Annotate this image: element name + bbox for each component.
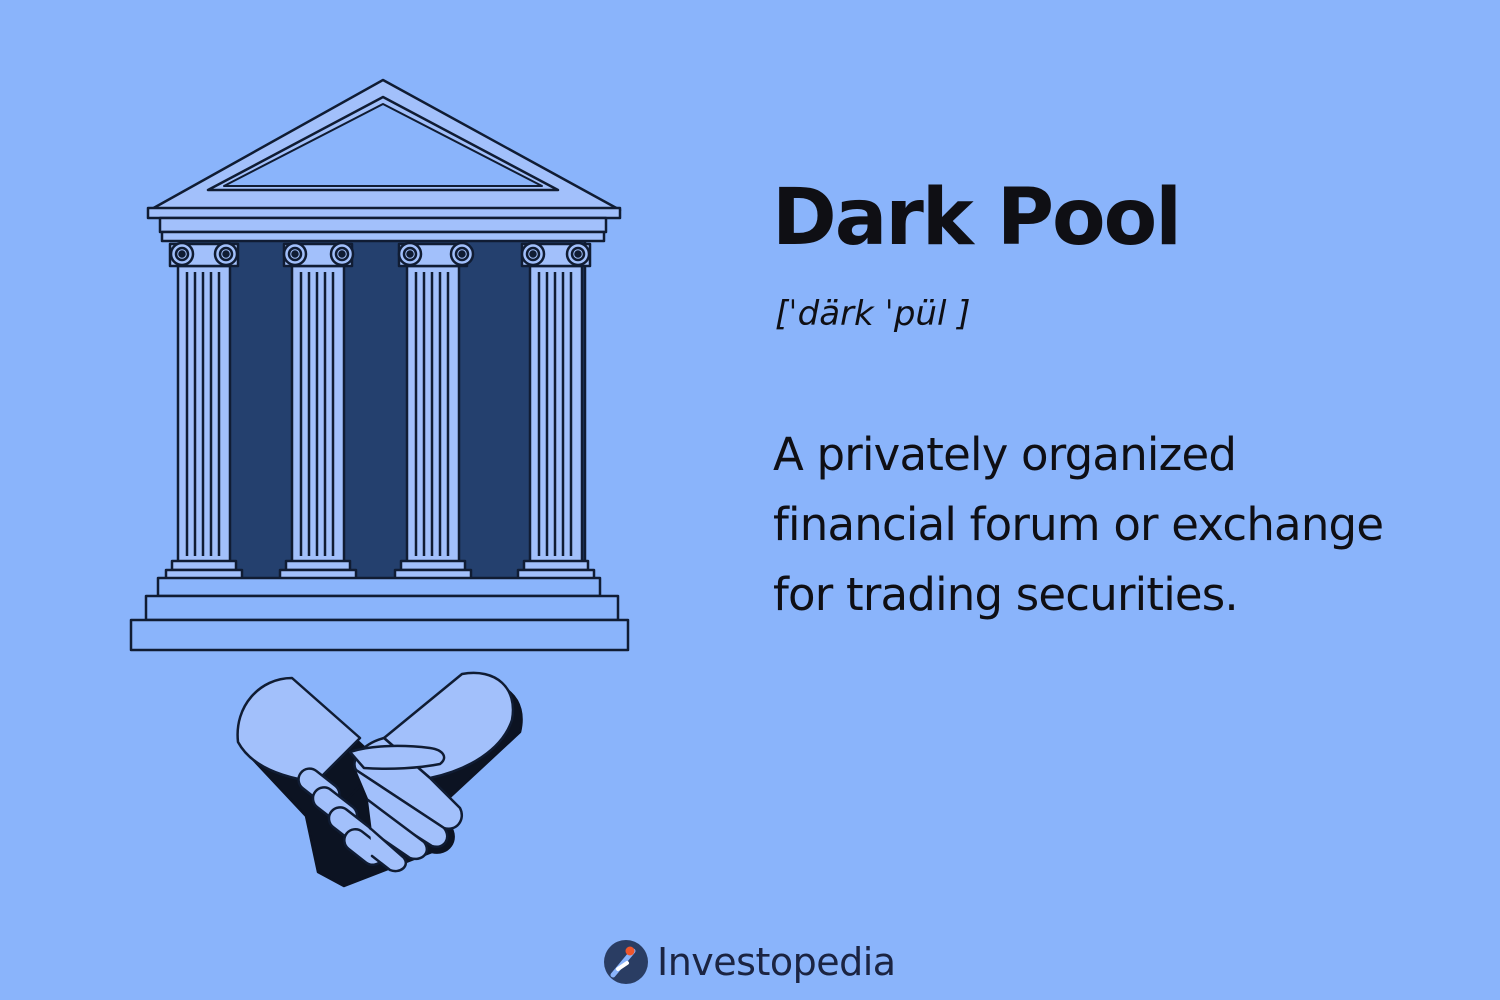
investopedia-logo-icon: [604, 940, 648, 984]
bank-building-icon: [129, 78, 630, 652]
term-title: Dark Pool: [772, 173, 1182, 263]
definition: A privately organized financial forum or…: [773, 420, 1493, 630]
brand: Investopedia: [603, 932, 896, 992]
definition-line: for trading securities.: [773, 568, 1239, 621]
handshake-icon: [236, 671, 523, 888]
illustration: [129, 78, 630, 888]
pronunciation: [ˈdärk ˈpül ]: [775, 294, 971, 334]
definition-line: financial forum or exchange: [773, 498, 1384, 551]
brand-name: Investopedia: [657, 940, 896, 984]
definition-line: A privately organized: [773, 428, 1237, 481]
